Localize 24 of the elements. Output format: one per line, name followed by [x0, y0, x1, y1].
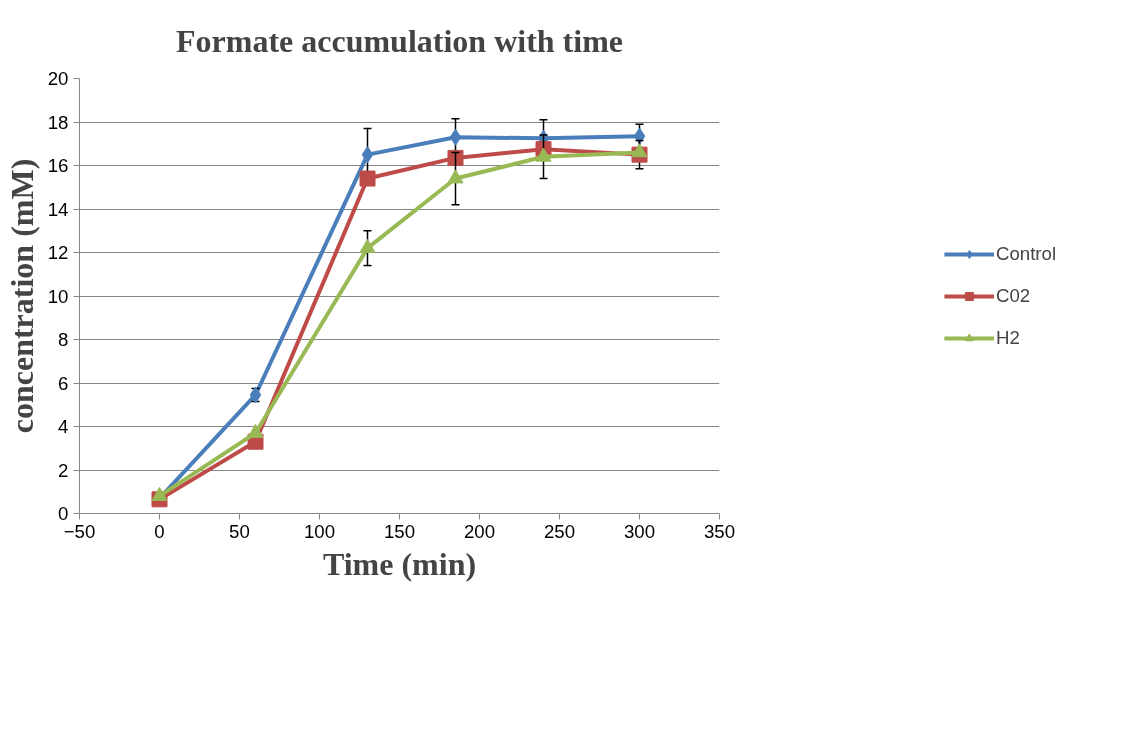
- y-tick-label: 14: [47, 198, 69, 220]
- x-tick-label: 150: [383, 520, 416, 542]
- chart-title: Formate accumulation with time: [175, 22, 624, 59]
- y-tick-label: 4: [58, 416, 69, 437]
- y-tick-label: 2: [58, 459, 69, 481]
- x-tick-label: 0: [154, 520, 165, 542]
- x-tick-label: 50: [229, 520, 250, 542]
- legend-label: H2: [995, 326, 1020, 349]
- y-tick-label: 12: [47, 242, 69, 263]
- y-tick-label: 6: [58, 372, 69, 394]
- x-tick-label: 100: [303, 520, 336, 542]
- legend-label: Control: [995, 242, 1057, 265]
- x-tick-label: 250: [543, 520, 576, 542]
- y-tick-label: 18: [47, 111, 69, 133]
- y-tick-label: 16: [47, 155, 69, 176]
- x-tick-label: 300: [623, 520, 656, 542]
- legend-label: C02: [995, 284, 1031, 307]
- y-tick-label: 8: [58, 329, 69, 350]
- y-tick-label: 10: [47, 285, 69, 307]
- y-tick-label: 20: [47, 68, 69, 89]
- y-axis-title: concentration (mM): [3, 158, 40, 434]
- x-tick-label: 350: [703, 520, 736, 542]
- x-axis-title: Time (min): [322, 545, 477, 582]
- x-tick-label: 200: [463, 520, 496, 542]
